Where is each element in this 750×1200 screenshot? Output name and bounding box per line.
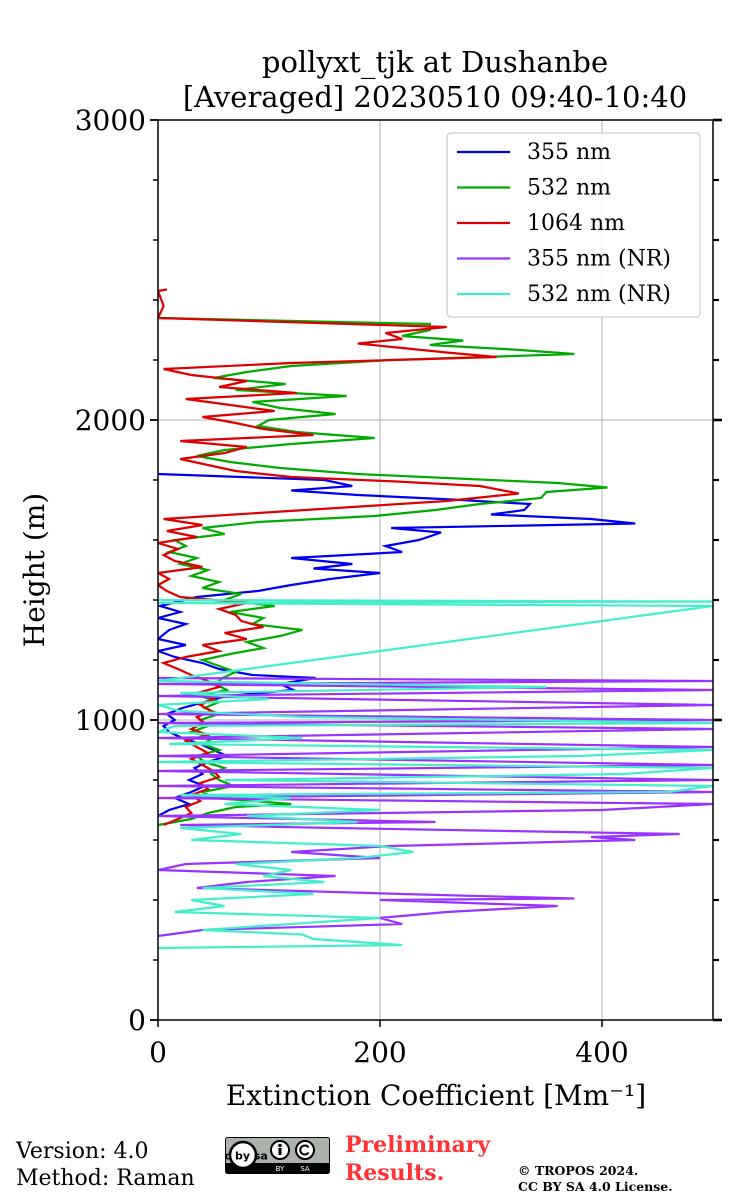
copyright-line1: © TROPOS 2024. [518,1163,639,1178]
preliminary-notice: Preliminary Results. [345,1131,490,1187]
x-tick-label-200: 200 [353,1036,406,1069]
legend-label-3: 355 nm (NR) [527,247,671,272]
extinction-chart: pollyxt_tjk at Dushanbe [Averaged] 20230… [18,45,722,1112]
x-tick-label-400: 400 [575,1036,628,1069]
x-tick-label-0: 0 [149,1036,167,1069]
y-tick-label-3000: 3000 [75,104,146,137]
y-axis-label: Height (m) [18,493,51,647]
series-line-4 [158,598,713,950]
preliminary-line2: Results. [345,1160,445,1186]
y-tick-label-0: 0 [128,1004,146,1037]
y-tick-label-2000: 2000 [75,404,146,437]
copyright-notice: © TROPOS 2024. CC BY SA 4.0 License. [518,1163,673,1195]
legend-label-1: 532 nm [527,176,611,201]
cc-badge-text: cc by sa [225,1150,268,1163]
legend-label-0: 355 nm [527,140,611,165]
cc-sa-text: SA [300,1165,310,1173]
legend-label-4: 532 nm (NR) [527,282,671,307]
legend-box [446,132,701,318]
series-line-0 [158,472,636,817]
series-line-1 [158,316,608,827]
x-axis-label: Extinction Coefficient [Mm⁻¹] [226,1079,646,1112]
legend-label-2: 1064 nm [527,211,625,236]
plot-frame [157,119,714,1021]
method-text: Method: Raman [16,1166,195,1191]
copyright-line2: CC BY SA 4.0 License. [518,1179,673,1194]
cc-by-text: BY [276,1165,285,1173]
series-layer [158,288,713,950]
preliminary-line1: Preliminary [345,1132,491,1158]
y-tick-label-1000: 1000 [75,704,146,737]
chart-subtitle: [Averaged] 20230510 09:40-10:40 [183,80,687,114]
chart-title: pollyxt_tjk at Dushanbe [262,45,608,80]
version-text: Version: 4.0 [16,1139,149,1164]
chart-legend: 355 nm 532 nm 1064 nm 355 nm (NR) 532 nm (NR… [446,132,701,318]
axis-ticks: 0 200 400 0 1000 2000 3000 [75,104,722,1069]
cc-license-badge: cc by sa BY SA [225,1137,330,1174]
